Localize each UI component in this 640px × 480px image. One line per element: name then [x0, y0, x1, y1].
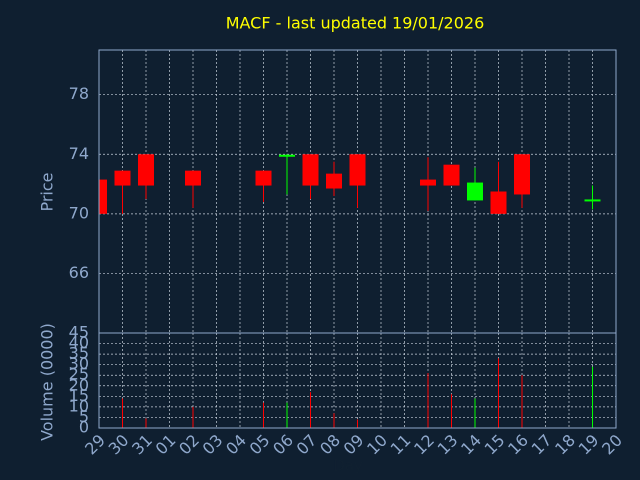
candle-body — [349, 154, 366, 186]
y-tick-label: 66 — [69, 263, 89, 282]
y2-tick-label: 20 — [69, 375, 89, 394]
y2-tick-label: 45 — [69, 323, 89, 342]
candle-body — [138, 154, 154, 186]
y2-tick-label: 35 — [69, 344, 89, 363]
price-marks — [99, 154, 601, 214]
candle-body — [443, 164, 460, 186]
y-tick-label: 78 — [69, 84, 89, 103]
candle-body — [114, 170, 131, 186]
y2-tick-label: 25 — [69, 365, 89, 384]
candle-body — [490, 191, 507, 214]
candle-body — [514, 154, 530, 195]
volume-marks — [122, 358, 593, 428]
candle-body — [255, 170, 272, 186]
y-axis-label: Price — [38, 172, 57, 211]
x-axis-label: Day — [333, 457, 363, 475]
y2-tick-label: 15 — [69, 386, 89, 405]
candle-body — [420, 179, 436, 186]
y-tick-label: 74 — [69, 144, 89, 163]
candle-body — [467, 182, 483, 201]
y-tick-label: 70 — [69, 203, 89, 222]
y2-tick-label: 40 — [69, 333, 89, 352]
y2-tick-label: 10 — [69, 396, 89, 415]
y2-tick-label: 0 — [79, 418, 89, 437]
volume-frame — [98, 332, 617, 429]
candle-body — [326, 173, 342, 189]
candle-body — [185, 170, 201, 186]
y2-tick-label: 5 — [79, 407, 89, 426]
y2-axis-label: Volume (0000) — [38, 323, 57, 441]
chart-title: MACF - last updated 19/01/2026 — [226, 14, 485, 33]
candle-body — [302, 154, 319, 186]
y2-tick-label: 30 — [69, 354, 89, 373]
candle-body — [99, 179, 107, 214]
